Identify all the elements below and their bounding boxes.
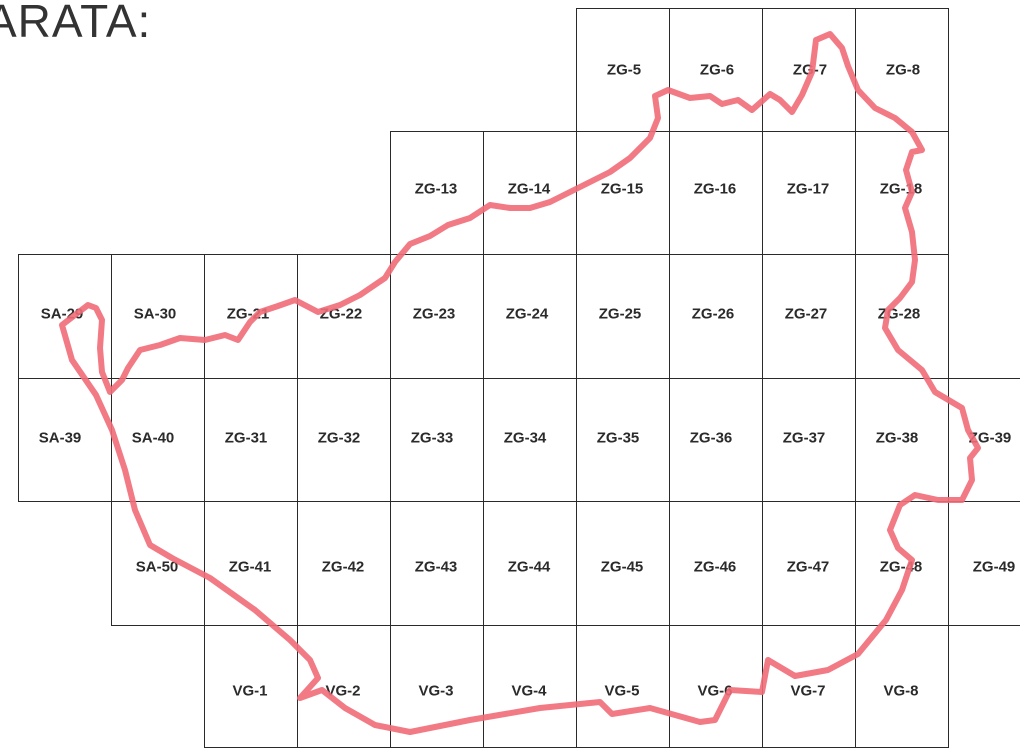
map-sheet-label: ZG-8 [885,61,921,79]
map-sheet-label: ZG-36 [689,429,733,447]
map-sheet-label: ZG-16 [693,180,737,198]
map-sheet-label: ZG-23 [412,305,456,323]
map-sheet-label: ZG-26 [691,305,735,323]
map-sheet-label: ZG-6 [699,61,735,79]
map-sheet-label: ZG-15 [600,180,644,198]
map-sheet-label: SA-50 [135,558,179,576]
map-sheet-label: ZG-46 [693,558,737,576]
page-title: ARATA: [0,0,152,47]
map-sheet-label: ZG-44 [507,558,551,576]
map-sheet-label: ZG-49 [972,558,1016,576]
map-sheet-label: ZG-21 [226,305,270,323]
map-sheet-label: ZG-27 [784,305,828,323]
map-sheet-label: ZG-7 [792,61,828,79]
map-sheet-label: ZG-28 [877,305,921,323]
map-sheet-label: ZG-33 [410,429,454,447]
map-sheet-label: ZG-22 [319,305,363,323]
map-sheet-label: ZG-41 [228,558,272,576]
map-sheet-label: ZG-43 [414,558,458,576]
map-sheet-label: ZG-42 [321,558,365,576]
map-sheet-label: VG-4 [511,682,547,700]
map-sheet-label: ZG-35 [596,429,640,447]
map-sheet-label: ZG-38 [875,429,919,447]
map-sheet-label: ZG-48 [879,558,923,576]
map-sheet-label: ZG-32 [317,429,361,447]
map-sheet-label: ZG-31 [224,429,268,447]
map-sheet-label: VG-7 [790,682,826,700]
map-sheet-label: ZG-39 [968,429,1012,447]
map-sheet-label: ZG-25 [598,305,642,323]
map-sheet-label: SA-39 [38,429,82,447]
map-sheet-label: VG-8 [883,682,919,700]
map-sheet-label: ZG-45 [600,558,644,576]
map-sheet-label: ZG-34 [503,429,547,447]
map-sheet-label: SA-40 [131,429,175,447]
map-sheet-label: ZG-47 [786,558,830,576]
map-sheet-label: VG-1 [232,682,268,700]
map-sheet-label: ZG-5 [606,61,642,79]
map-sheet-label: SA-30 [133,305,177,323]
map-sheet-label: VG-3 [418,682,454,700]
map-sheet-label: SA-29 [40,305,84,323]
map-sheet-label: ZG-14 [507,180,551,198]
map-sheet-label: VG-2 [325,682,361,700]
map-sheet-label: ZG-17 [786,180,830,198]
map-sheet-label: ZG-24 [505,305,549,323]
map-sheet-label: ZG-13 [414,180,458,198]
map-sheet-label: VG-6 [697,682,733,700]
map-sheet-label: VG-5 [604,682,640,700]
map-sheet-label: ZG-18 [879,180,923,198]
map-sheet-label: ZG-37 [782,429,826,447]
